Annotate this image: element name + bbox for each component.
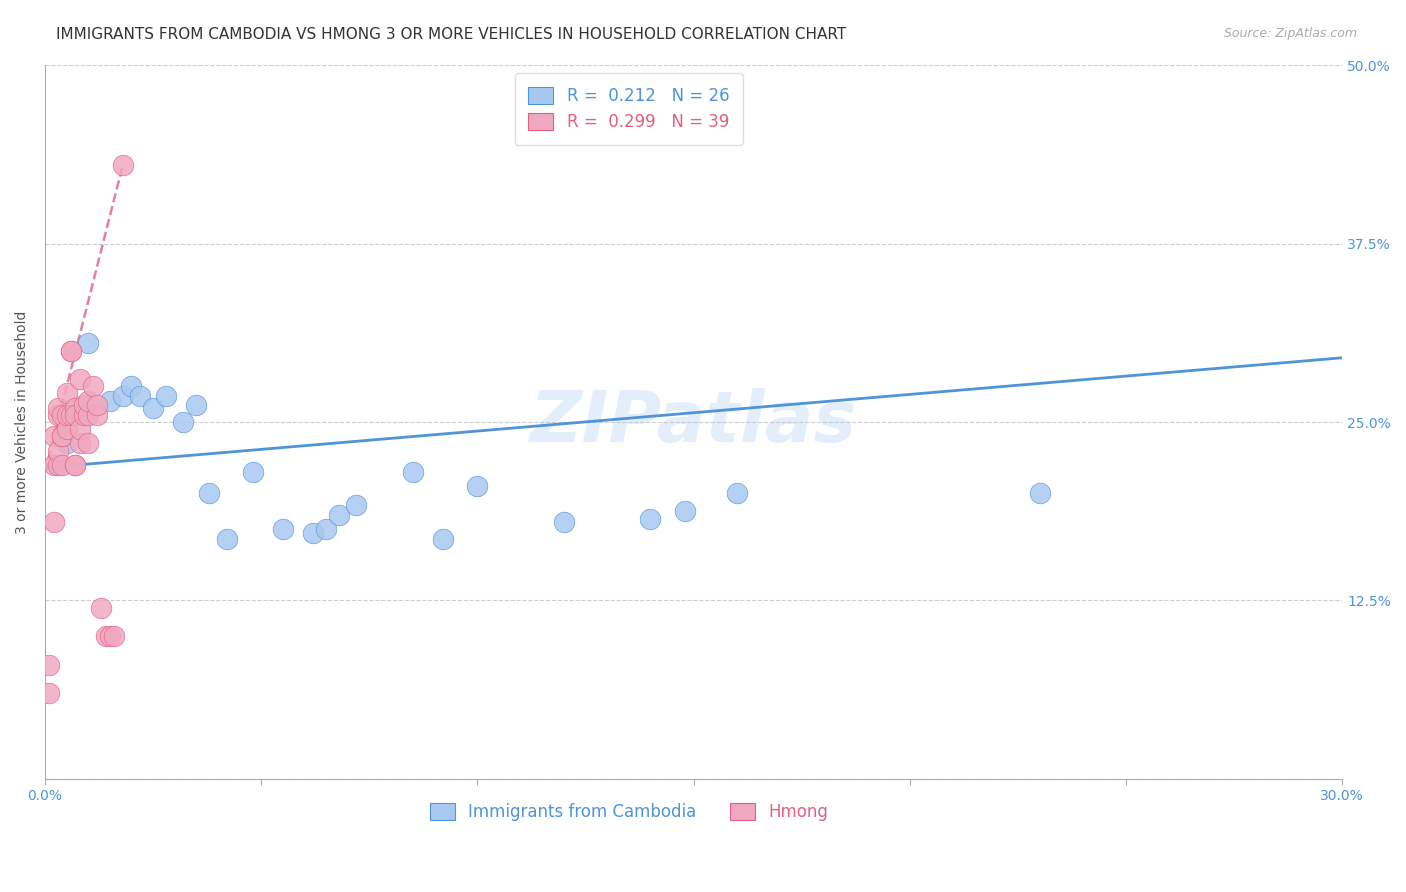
Point <box>94 629 117 643</box>
Point <box>172 415 194 429</box>
Point <box>65 401 87 415</box>
Point <box>59 343 82 358</box>
Point <box>198 486 221 500</box>
Point <box>42 458 65 472</box>
Point <box>65 458 87 472</box>
Point <box>77 436 100 450</box>
Point <box>38 657 60 672</box>
Point <box>46 408 69 422</box>
Legend: Immigrants from Cambodia, Hmong: Immigrants from Cambodia, Hmong <box>416 790 841 835</box>
Point <box>65 458 87 472</box>
Point <box>69 436 91 450</box>
Point <box>242 465 264 479</box>
Point <box>673 503 696 517</box>
Text: Source: ZipAtlas.com: Source: ZipAtlas.com <box>1223 27 1357 40</box>
Point <box>69 372 91 386</box>
Y-axis label: 3 or more Vehicles in Household: 3 or more Vehicles in Household <box>15 310 30 533</box>
Point <box>65 408 87 422</box>
Point <box>328 508 350 522</box>
Point <box>186 398 208 412</box>
Point <box>55 436 77 450</box>
Point <box>51 429 73 443</box>
Point <box>142 401 165 415</box>
Point <box>82 379 104 393</box>
Text: ZIPatlas: ZIPatlas <box>530 387 858 457</box>
Point <box>46 458 69 472</box>
Point <box>77 408 100 422</box>
Text: IMMIGRANTS FROM CAMBODIA VS HMONG 3 OR MORE VEHICLES IN HOUSEHOLD CORRELATION CH: IMMIGRANTS FROM CAMBODIA VS HMONG 3 OR M… <box>56 27 846 42</box>
Point <box>73 398 96 412</box>
Point <box>51 429 73 443</box>
Point <box>111 158 134 172</box>
Point <box>1028 486 1050 500</box>
Point <box>73 408 96 422</box>
Point <box>46 443 69 458</box>
Point <box>344 498 367 512</box>
Point <box>38 686 60 700</box>
Point <box>51 458 73 472</box>
Point <box>725 486 748 500</box>
Point <box>55 422 77 436</box>
Point <box>111 389 134 403</box>
Point <box>59 343 82 358</box>
Point <box>42 515 65 529</box>
Point <box>55 386 77 401</box>
Point <box>86 398 108 412</box>
Point <box>51 408 73 422</box>
Point <box>77 393 100 408</box>
Point <box>467 479 489 493</box>
Point <box>69 422 91 436</box>
Point <box>59 408 82 422</box>
Point <box>401 465 423 479</box>
Point <box>315 522 337 536</box>
Point <box>103 629 125 643</box>
Point <box>640 512 662 526</box>
Point <box>90 600 112 615</box>
Point <box>215 532 238 546</box>
Point <box>271 522 294 536</box>
Point <box>120 379 142 393</box>
Point <box>42 429 65 443</box>
Point <box>77 336 100 351</box>
Point <box>86 408 108 422</box>
Point <box>302 526 325 541</box>
Point <box>155 389 177 403</box>
Point <box>98 393 121 408</box>
Point <box>432 532 454 546</box>
Point <box>98 629 121 643</box>
Point <box>129 389 152 403</box>
Point <box>46 401 69 415</box>
Point <box>553 515 575 529</box>
Point <box>55 408 77 422</box>
